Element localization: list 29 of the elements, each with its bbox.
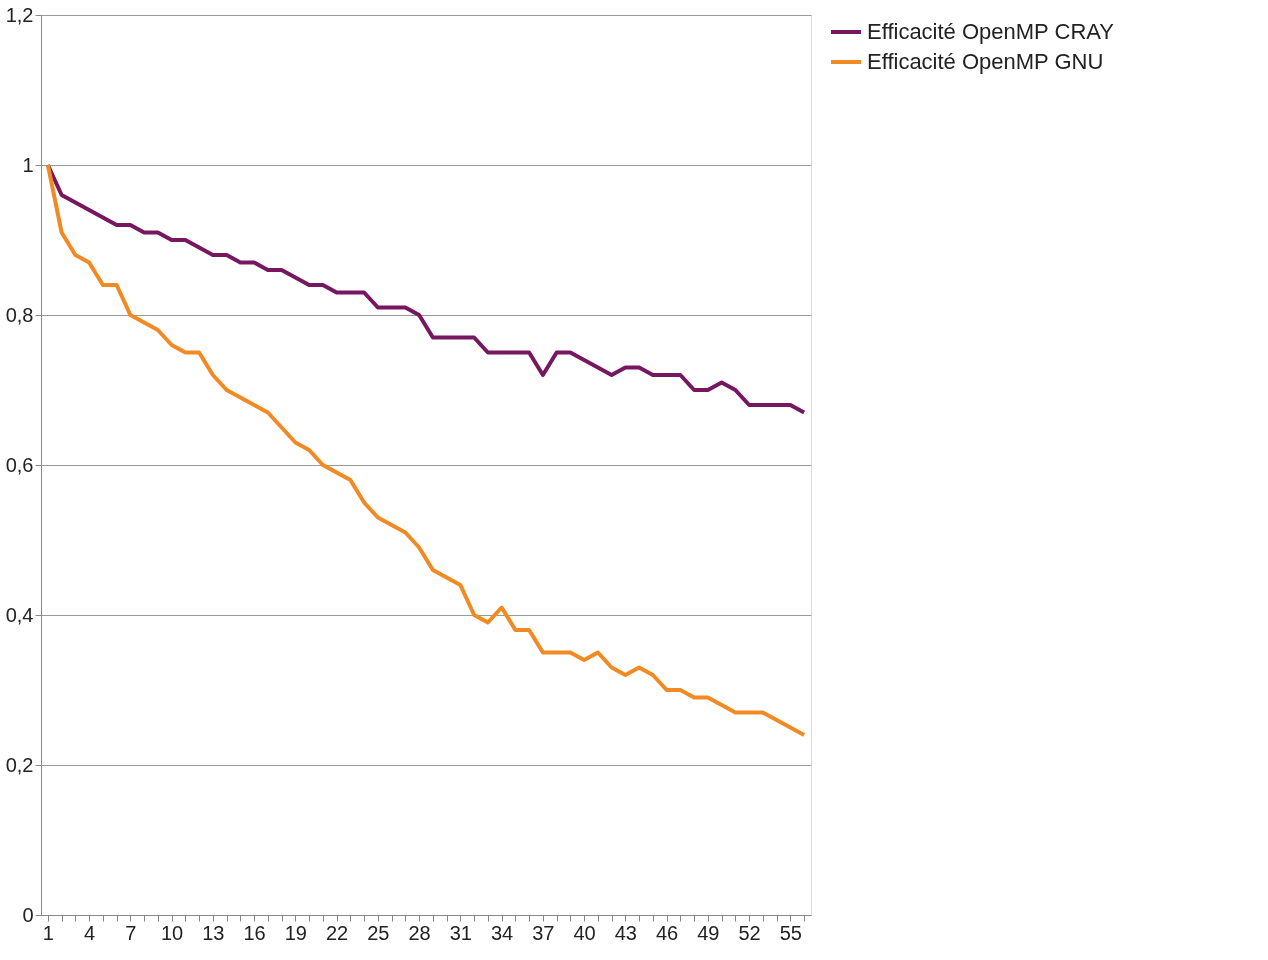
x-tick-label: 10 — [161, 921, 184, 944]
x-tick-label: 31 — [449, 921, 472, 944]
legend-label: Efficacité OpenMP CRAY — [867, 19, 1115, 44]
x-tick-label: 49 — [697, 921, 720, 944]
x-tick-label: 22 — [326, 921, 349, 944]
x-tick-label: 52 — [738, 921, 761, 944]
x-tick-label: 37 — [532, 921, 555, 944]
x-tick-label: 4 — [84, 921, 96, 944]
x-tick-label: 13 — [202, 921, 225, 944]
line-series — [45, 163, 807, 737]
y-tick-label: 1 — [22, 153, 34, 176]
x-tick-label: 19 — [284, 921, 307, 944]
y-tick-label: 0,2 — [5, 753, 34, 776]
y-tick-label: 0,6 — [5, 453, 34, 476]
legend-label: Efficacité OpenMP GNU — [867, 49, 1104, 74]
x-tick-label: 28 — [408, 921, 431, 944]
x-tick-label: 40 — [573, 921, 596, 944]
x-tick-label: 34 — [491, 921, 514, 944]
x-tick-label: 7 — [125, 921, 137, 944]
y-tick-label: 1,2 — [5, 3, 34, 26]
x-tick-label: 1 — [42, 921, 54, 944]
x-tick-label: 16 — [243, 921, 266, 944]
y-tick-label: 0,8 — [5, 303, 34, 326]
x-tick-label: 46 — [656, 921, 679, 944]
x-tick-label: 43 — [614, 921, 637, 944]
y-tick-label: 0,4 — [5, 603, 34, 626]
x-tick-label: 55 — [779, 921, 802, 944]
x-tick-label: 25 — [367, 921, 390, 944]
y-tick-label: 0 — [22, 903, 34, 926]
